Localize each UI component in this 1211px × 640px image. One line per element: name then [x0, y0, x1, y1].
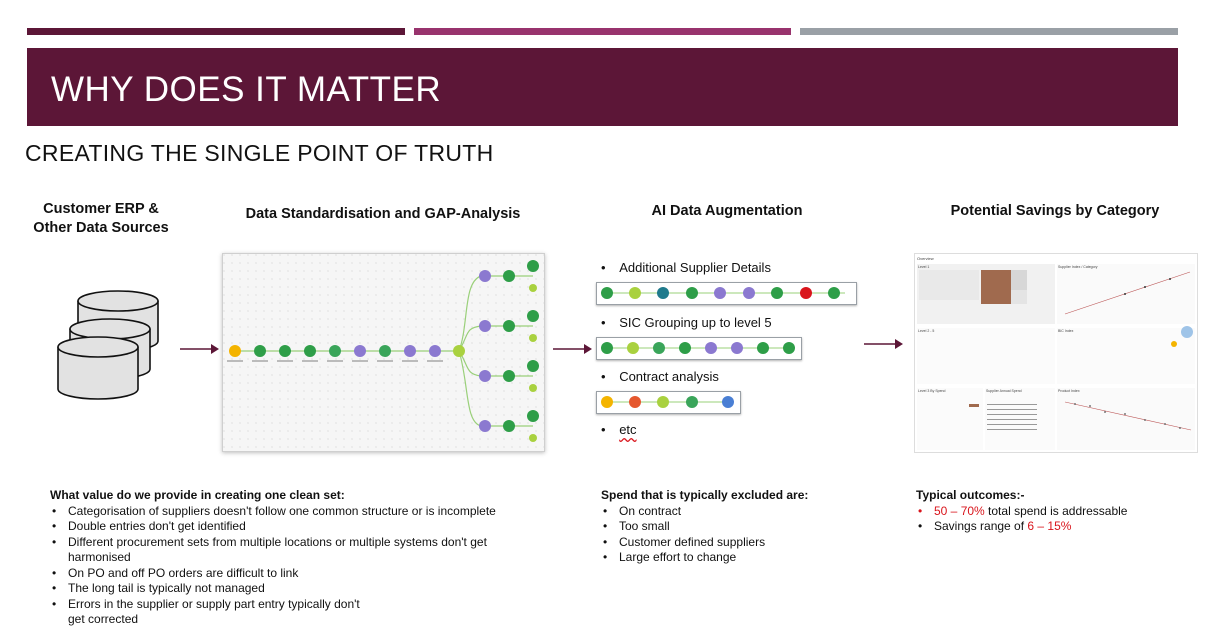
- list-item: Too small: [601, 519, 861, 535]
- dashboard-panel-label: Product Index: [1058, 389, 1080, 393]
- arrow-icon: [553, 344, 592, 354]
- list-item: The long tail is typically not managed: [50, 581, 520, 597]
- value-section: What value do we provide in creating one…: [50, 488, 520, 628]
- excluded-list: On contract Too small Customer defined s…: [601, 504, 861, 566]
- list-item: 50 – 70% total spend is addressable: [916, 504, 1186, 520]
- list-item: Savings range of 6 – 15%: [916, 519, 1186, 535]
- list-item: Different procurement sets from multiple…: [50, 535, 520, 566]
- augmentation-item: • Additional Supplier Details: [601, 260, 771, 275]
- top-bar-middle: [414, 28, 791, 35]
- augmentation-heading: AI Data Augmentation: [651, 203, 803, 219]
- list-item: Large effort to change: [601, 550, 861, 566]
- page-title: WHY DOES IT MATTER: [51, 70, 442, 109]
- augmentation-item: • etc: [601, 422, 637, 437]
- list-item: Errors in the supplier or supply part en…: [50, 597, 520, 628]
- bullet-icon: •: [601, 422, 606, 437]
- arrow-icon: [864, 339, 903, 349]
- bullet-icon: •: [601, 260, 606, 275]
- arrow-icon: [180, 344, 219, 354]
- workflow-canvas: [222, 253, 545, 452]
- highlight-value: 6 – 15%: [1027, 519, 1072, 533]
- outcomes-list: 50 – 70% total spend is addressable Savi…: [916, 504, 1186, 535]
- list-item: Categorisation of suppliers doesn't foll…: [50, 504, 520, 520]
- top-bar-left: [27, 28, 405, 35]
- bullet-icon: •: [601, 315, 606, 330]
- augmentation-item: • Contract analysis: [601, 369, 719, 384]
- sic-grouping-workflow: [596, 337, 802, 360]
- savings-dashboard: Overview Level 1 Supplier Index / Catego…: [914, 253, 1198, 453]
- dashboard-title: Overview: [917, 256, 934, 261]
- dashboard-panel-label: Level 1: [918, 265, 930, 269]
- supplier-details-workflow: [596, 282, 857, 305]
- database-stack-icon: [57, 290, 159, 400]
- workflow-diagram: [223, 254, 544, 451]
- augmentation-item: • SIC Grouping up to level 5: [601, 315, 772, 330]
- list-item: Customer defined suppliers: [601, 535, 861, 551]
- list-item: On PO and off PO orders are difficult to…: [50, 566, 520, 582]
- page-subtitle: CREATING THE SINGLE POINT OF TRUTH: [25, 140, 494, 166]
- value-list: Categorisation of suppliers doesn't foll…: [50, 504, 520, 628]
- sources-heading: Customer ERP & Other Data Sources: [33, 201, 169, 236]
- dashboard-panel-label: Level 2 - 5: [918, 329, 935, 333]
- highlight-value: 50 – 70%: [934, 503, 985, 518]
- dashboard-panel-label: Supplier Annual Spend: [986, 389, 1022, 393]
- top-bar-right: [800, 28, 1178, 35]
- value-heading: What value do we provide in creating one…: [50, 488, 345, 502]
- outcomes-heading: Typical outcomes:-: [916, 488, 1025, 502]
- excluded-section: Spend that is typically excluded are: On…: [601, 488, 861, 566]
- dashboard-panel-label: Supplier Index / Category: [1058, 265, 1098, 269]
- standardisation-heading: Data Standardisation and GAP-Analysis: [245, 206, 521, 222]
- list-item: Double entries don't get identified: [50, 519, 520, 535]
- excluded-heading: Spend that is typically excluded are:: [601, 488, 809, 502]
- savings-heading: Potential Savings by Category: [950, 203, 1160, 219]
- outcomes-section: Typical outcomes:- 50 – 70% total spend …: [916, 488, 1186, 535]
- contract-analysis-workflow: [596, 391, 741, 414]
- dashboard-panel-label: Level 3 By Spend: [918, 389, 946, 393]
- dashboard-panel-label: BIC Index: [1058, 329, 1074, 333]
- title-banner: WHY DOES IT MATTER: [27, 48, 1178, 126]
- bullet-icon: •: [601, 369, 606, 384]
- list-item: On contract: [601, 504, 861, 520]
